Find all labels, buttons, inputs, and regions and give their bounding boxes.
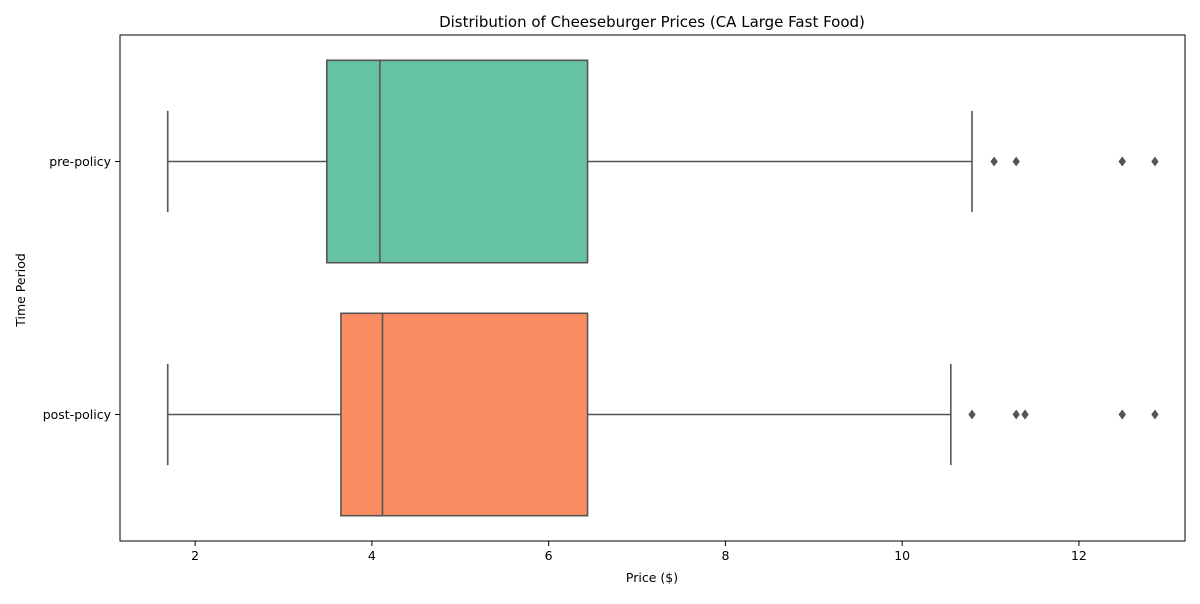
outlier-point-post-policy-6 bbox=[1151, 409, 1159, 420]
x-tick-label-10: 10 bbox=[894, 548, 910, 563]
outlier-point-post-policy-5 bbox=[1118, 409, 1126, 420]
outlier-point-post-policy-3 bbox=[1021, 409, 1029, 420]
x-tick-label-2: 2 bbox=[191, 548, 199, 563]
outlier-point-pre-policy-0 bbox=[990, 156, 998, 167]
outlier-point-pre-policy-3 bbox=[1118, 156, 1126, 167]
chart-title: Distribution of Cheeseburger Prices (CA … bbox=[439, 13, 865, 31]
outlier-point-post-policy-0 bbox=[968, 409, 976, 420]
outlier-point-pre-policy-1 bbox=[1012, 156, 1020, 167]
y-tick-label-pre-policy: pre-policy bbox=[49, 154, 111, 169]
outlier-point-post-policy-1 bbox=[1012, 409, 1020, 420]
y-tick-label-post-policy: post-policy bbox=[43, 407, 112, 422]
y-axis-label: Time Period bbox=[13, 253, 28, 328]
plot-frame bbox=[119, 34, 1186, 542]
plot-area: pre-policy post-policy 2 4 6 8 10 12 bbox=[43, 34, 1186, 563]
outlier-point-pre-policy-4 bbox=[1151, 156, 1159, 167]
box-pre-policy bbox=[326, 59, 589, 264]
x-tick-label-12: 12 bbox=[1071, 548, 1087, 563]
x-tick-label-6: 6 bbox=[545, 548, 553, 563]
box-post-policy bbox=[340, 312, 589, 517]
x-tick-label-4: 4 bbox=[368, 548, 376, 563]
x-tick-label-8: 8 bbox=[721, 548, 729, 563]
x-axis-label: Price ($) bbox=[626, 570, 678, 585]
